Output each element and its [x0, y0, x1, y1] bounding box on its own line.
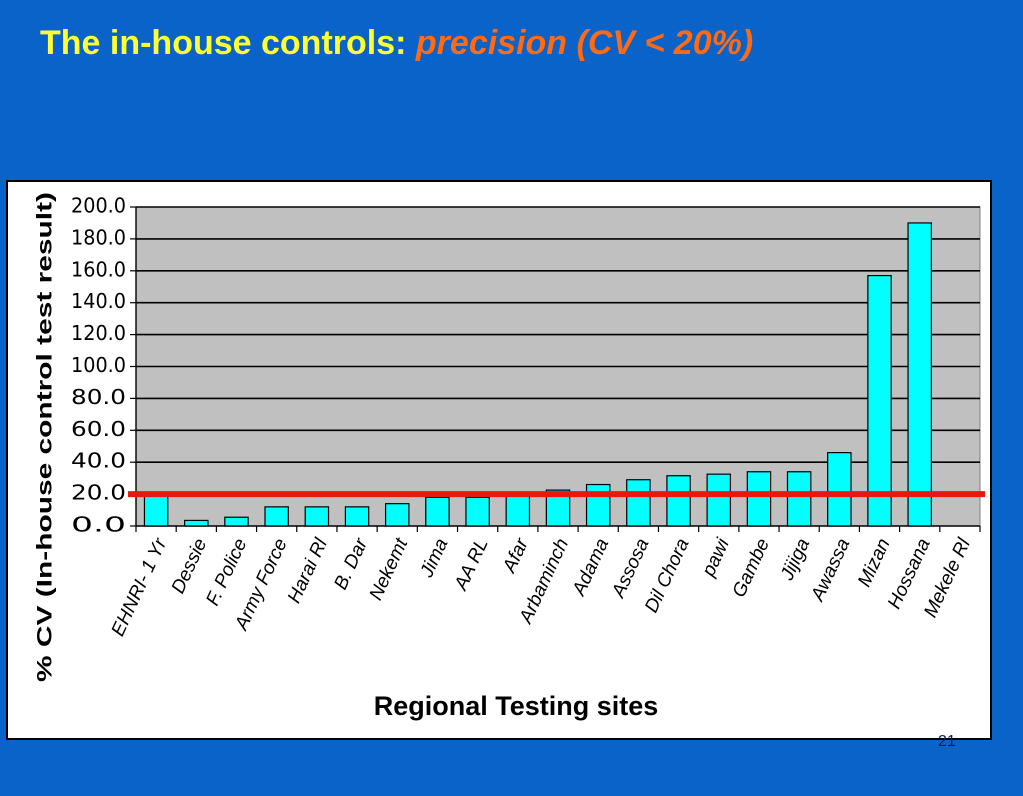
bar	[907, 222, 932, 527]
bar	[384, 503, 410, 527]
y-tick-label: 200.0	[71, 194, 126, 218]
y-tick-label: 20.0	[71, 481, 126, 505]
x-tick-label: pawi	[698, 535, 734, 581]
x-tick-label: Afar	[499, 535, 533, 577]
bar	[304, 506, 330, 527]
x-tick-label: EHNRI- 1 Yr	[108, 535, 172, 640]
bar-chart: 0.0 20.0 40.0 60.0 80.0 100.0 120.0 140.0 160.0 1…	[34, 192, 985, 721]
bar	[184, 519, 209, 527]
bar	[344, 506, 370, 527]
bar	[264, 506, 289, 527]
bar	[585, 483, 611, 527]
x-tick-label: B. Dar	[330, 535, 372, 593]
title-main: The in-house controls:	[40, 24, 407, 62]
y-tick-label: 40.0	[71, 449, 126, 473]
y-tick-label: 80.0	[71, 385, 126, 409]
page-number: 21	[938, 733, 956, 750]
y-tick-label: 160.0	[71, 257, 126, 281]
slide-title: The in-house controls: precision (CV < 2…	[40, 24, 753, 63]
bar	[786, 471, 812, 527]
x-tick-label: Gambe	[729, 535, 774, 600]
x-tick-label: Adama	[568, 535, 613, 599]
bar	[143, 492, 169, 527]
bar	[827, 452, 852, 527]
bar	[224, 516, 249, 527]
x-tick-label: Mizan	[854, 535, 894, 590]
y-tick-label: 180.0	[71, 225, 126, 249]
bar	[465, 496, 490, 527]
x-tick-label: Dessie	[168, 535, 212, 597]
bar	[746, 471, 772, 527]
y-tick-label: 60.0	[71, 417, 126, 441]
x-tick-label: Awassa	[807, 535, 854, 605]
y-tick-label: 120.0	[71, 321, 126, 345]
y-axis-title: % CV (In-house control test result)	[34, 192, 57, 682]
x-tick-label: Jima	[416, 535, 452, 581]
bar	[545, 489, 571, 527]
x-tick-label: Assosa	[608, 535, 654, 601]
bar	[867, 274, 892, 527]
bar	[505, 493, 531, 527]
x-tick-label: AA RL	[450, 535, 492, 594]
bar	[666, 475, 691, 527]
bar	[425, 496, 450, 527]
title-accent: precision (CV < 20%)	[415, 24, 754, 62]
y-tick-label: 100.0	[71, 353, 126, 377]
y-tick-label: 140.0	[71, 289, 126, 313]
bar	[706, 473, 732, 527]
x-tick-label: Jijiga	[776, 535, 814, 584]
chart-panel: 0.0 20.0 40.0 60.0 80.0 100.0 120.0 140.0 160.0 1…	[6, 180, 992, 740]
x-axis-title: Regional Testing sites	[374, 691, 659, 721]
y-tick-label: 0.0	[71, 513, 126, 537]
x-tick-label: Nekemt	[366, 535, 413, 604]
bar	[626, 479, 651, 527]
